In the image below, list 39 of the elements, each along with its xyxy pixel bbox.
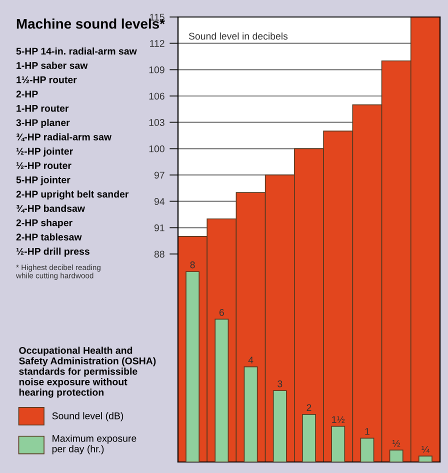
y-tick-label: 115 [150,14,164,21]
y-tick-label: 88 [154,250,164,258]
legend-label: Sound level (dB) [52,412,124,422]
data-label: ½ [392,440,400,447]
y-tick-label: 103 [149,119,164,126]
data-label: 3 [278,380,282,388]
text: ½-HP drill press [16,248,90,257]
y-tick-label: 112 [150,40,164,47]
y-tick-label: 109 [149,66,164,74]
text: ½-HP jointer [16,148,73,157]
text: ¾-HP bandsaw [16,204,85,213]
y-tick-label: 106 [149,92,164,100]
text: 1-HP saber saw [16,62,88,69]
data-label: 1 [365,428,370,435]
data-label: ¼ [422,446,430,453]
data-label: 6 [219,309,224,316]
data-label: 1½ [332,416,345,423]
text: 1½-HP router [16,76,77,84]
y-axis-title: Sound level in decibels [188,32,288,40]
text: ½-HP router [16,162,72,170]
text: 2-HP shaper [16,219,72,228]
text: 1-HP router [16,105,69,112]
y-tick-label: 91 [154,224,164,232]
y-tick-label: 100 [149,145,164,152]
legend-title: Occupational Health and Safety Administration (OSHA) standards for permissible noise exposure without hearing protection [19,346,156,398]
y-tick-label: 97 [154,172,164,179]
data-label: 2 [306,404,312,411]
legend-label: Maximum exposure per day (hr.) [52,434,136,454]
text: 5-HP jointer [16,176,70,186]
text: 5-HP 14-in. radial-arm saw [16,47,137,55]
chart-title: Machine sound levels* [16,18,165,29]
text: 2-HP upright belt sander [16,190,129,200]
y-tick-label: 94 [154,198,165,205]
text: 2-HP [16,90,38,98]
data-label: 8 [190,261,195,268]
data-label: 4 [248,356,254,364]
text: 3-HP planer [16,118,70,128]
text: ¾-HP radial-arm saw [16,133,112,142]
text: 2-HP tablesaw [16,233,82,241]
